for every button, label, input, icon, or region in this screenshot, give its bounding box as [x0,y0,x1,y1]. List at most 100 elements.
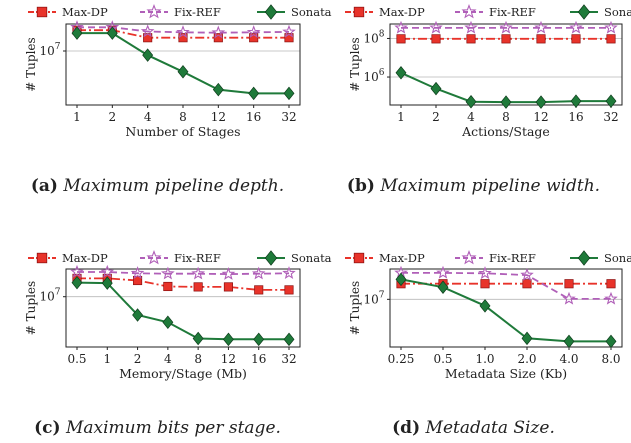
series-line-d-fix-ref [401,271,611,300]
legend-label-d-sonata: Sonata [604,251,631,265]
point-b-fix-ref-1 [429,20,443,34]
y-axis-label-c: # Tuples [24,281,38,335]
point-b-fix-ref-6 [604,20,618,34]
caption-d: (d) Metadata Size. [316,418,631,438]
point-a-sonata-2 [142,48,154,62]
xtick-label-d-0: 0.25 [388,352,415,366]
point-d-max-dp-5 [606,279,616,289]
point-c-fix-ref-4 [191,266,205,280]
point-a-sonata-5 [248,86,260,101]
point-d-sonata-2 [479,299,491,313]
xtick-label-c-4: 8 [194,352,202,366]
point-a-fix-ref-5 [246,25,261,39]
ytick-label-d-0: 107 [363,290,384,306]
legend-marker-a-fix-ref [146,4,162,19]
y-axis-label-b: # Tuples [348,37,362,91]
point-a-fix-ref-3 [176,25,190,39]
legend-label-b-sonata: Sonata [604,5,631,19]
point-b-max-dp-1 [431,34,441,44]
point-a-sonata-4 [212,82,224,97]
point-a-max-dp-4 [213,33,223,43]
point-b-sonata-3 [500,95,512,109]
point-b-sonata-6 [605,94,617,108]
xtick-label-c-3: 4 [164,352,172,366]
point-b-max-dp-3 [501,34,511,44]
legend-label-c-fix-ref: Fix-REF [174,251,221,265]
point-b-fix-ref-2 [464,20,478,34]
legend-label-d-max-dp: Max-DP [379,251,425,265]
point-b-max-dp-4 [536,34,546,44]
point-a-fix-ref-2 [140,24,155,38]
point-d-sonata-3 [521,331,533,346]
xtick-label-c-5: 12 [221,352,236,366]
point-a-max-dp-6 [284,33,294,43]
point-b-sonata-0 [395,66,407,80]
plot-frame-d [389,268,623,348]
legend-label-d-fix-ref: Fix-REF [489,251,536,265]
xtick-label-c-7: 32 [281,352,296,366]
point-d-fix-ref-1 [436,265,450,279]
point-d-max-dp-2 [480,279,490,289]
point-d-fix-ref-4 [562,291,576,305]
point-a-sonata-6 [283,86,295,101]
series-line-d-sonata [400,278,611,343]
point-a-sonata-1 [106,26,118,40]
point-c-sonata-6 [253,332,265,347]
xtick-label-a-2: 4 [144,110,152,124]
series-line-c-fix-ref [77,271,290,276]
x-axis-label-d: Metadata Size (Kb) [445,366,567,381]
point-c-sonata-7 [283,332,295,347]
point-d-max-dp-3 [522,279,532,289]
legend-marker-a-max-dp [36,6,48,18]
xtick-label-c-6: 16 [251,352,266,366]
legend-marker-d-max-dp [353,252,365,264]
point-b-max-dp-2 [466,34,476,44]
point-d-fix-ref-5 [604,291,618,305]
point-c-max-dp-7 [284,285,294,295]
point-b-sonata-5 [570,94,582,108]
xtick-label-d-4: 4.0 [559,352,578,366]
xtick-label-a-6: 32 [281,110,296,124]
point-d-sonata-1 [437,280,449,294]
xtick-label-d-1: 0.5 [433,352,452,366]
xtick-label-b-6: 32 [603,110,618,124]
y-axis-label-d: # Tuples [348,281,362,335]
point-d-sonata-5 [605,334,617,349]
caption-a-text: Maximum pipeline depth. [63,176,285,196]
caption-b: (b) Maximum pipeline width. [316,176,631,196]
caption-a-label: (a) [30,176,58,196]
caption-d-text: Metadata Size. [425,418,555,438]
xtick-label-a-0: 1 [73,110,81,124]
xtick-label-a-1: 2 [109,110,117,124]
point-a-fix-ref-6 [282,24,296,38]
point-b-fix-ref-4 [534,20,548,34]
legend-label-a-max-dp: Max-DP [62,5,108,19]
xtick-label-b-1: 2 [432,110,440,124]
point-a-sonata-3 [177,65,189,79]
point-d-fix-ref-2 [478,266,492,280]
point-d-fix-ref-3 [520,267,534,281]
point-b-fix-ref-3 [499,20,513,34]
caption-a: (a) Maximum pipeline depth. [0,176,315,196]
series-line-c-max-dp [77,277,289,291]
x-axis-label-a: Number of Stages [125,124,240,139]
point-b-max-dp-5 [571,34,581,44]
point-c-sonata-4 [192,331,204,346]
point-a-max-dp-5 [249,33,259,43]
point-c-fix-ref-6 [251,266,266,280]
legend-label-c-sonata: Sonata [291,251,332,265]
point-b-fix-ref-5 [569,20,583,34]
caption-b-text: Maximum pipeline width. [380,176,601,196]
point-c-sonata-0 [71,275,83,290]
point-c-max-dp-6 [254,285,264,295]
xtick-label-a-3: 8 [179,110,187,124]
xtick-label-b-3: 8 [502,110,510,124]
caption-c: (c) Maximum bits per stage. [0,418,315,438]
caption-c-text: Maximum bits per stage. [65,418,281,438]
xtick-label-d-5: 8.0 [601,352,620,366]
plot-frame-c [65,268,301,348]
point-d-sonata-0 [395,272,407,287]
legend-label-a-sonata: Sonata [291,5,332,19]
